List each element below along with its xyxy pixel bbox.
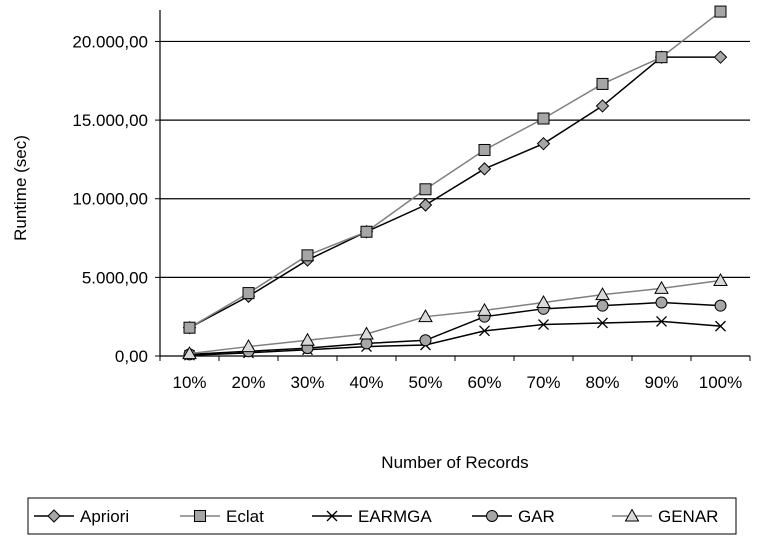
data-point-eclat (183, 321, 196, 334)
legend-item-gar: GAR (472, 507, 555, 526)
legend-item-apriori: Apriori (34, 507, 129, 526)
data-point-genar (654, 280, 669, 294)
data-point-earmga (656, 315, 667, 327)
data-point-genar (536, 295, 551, 309)
series-line-earmga (189, 320, 721, 356)
data-point-eclat (478, 143, 491, 156)
x-tick-label: 100% (699, 373, 742, 392)
x-tick-label: 20% (231, 373, 265, 392)
x-tick-label: 80% (585, 373, 619, 392)
data-point-earmga (715, 320, 726, 332)
data-point-eclat (596, 77, 609, 90)
y-tick-label: 15.000,00 (72, 111, 148, 130)
data-point-eclat (419, 183, 432, 196)
data-point-earmga (597, 317, 608, 329)
y-tick-label: 10.000,00 (72, 190, 148, 209)
data-point-eclat (537, 112, 550, 125)
x-tick-label: 10% (172, 373, 206, 392)
legend-marker-genar (624, 508, 640, 522)
legend-label: Apriori (80, 507, 129, 526)
data-point-eclat (242, 287, 255, 300)
data-point-genar (713, 272, 728, 287)
data-point-gar (419, 334, 432, 347)
data-point-genar (241, 339, 256, 353)
data-point-apriori (477, 162, 492, 176)
series-line-eclat (189, 10, 721, 329)
legend-label: Eclat (226, 507, 264, 526)
data-point-genar (595, 287, 610, 301)
x-tick-label: 40% (349, 373, 383, 392)
data-point-apriori (595, 99, 610, 113)
legend-label: GENAR (658, 507, 718, 526)
y-axis-title: Runtime (sec) (11, 135, 30, 241)
series-line-apriori (189, 56, 721, 329)
legend: Apriori Eclat EARMGA GAR GENAR (27, 497, 737, 535)
legend-label: EARMGA (358, 507, 432, 526)
data-point-gar (360, 337, 373, 350)
legend-marker-gar (486, 510, 498, 522)
data-point-apriori (418, 198, 433, 212)
legend-label: GAR (518, 507, 555, 526)
legend-marker-apriori (47, 509, 61, 523)
series-genar (182, 272, 728, 360)
series-line-gar (189, 301, 721, 356)
data-point-apriori (713, 50, 728, 64)
y-tick-label: 20.000,00 (72, 32, 148, 51)
series-group (182, 5, 728, 361)
data-point-eclat (714, 5, 727, 18)
data-point-gar (714, 299, 727, 312)
data-point-genar (300, 332, 315, 346)
legend-item-genar: GENAR (612, 507, 718, 526)
data-point-eclat (301, 249, 314, 262)
data-point-genar (359, 326, 374, 340)
x-tick-labels: 10% 20% 30% 40% 50% 60% 70% 80% 90% 100% (172, 373, 742, 392)
y-tick-label: 0,00 (115, 347, 148, 366)
legend-item-eclat: Eclat (180, 507, 264, 526)
data-point-eclat (655, 51, 668, 64)
x-axis-title: Number of Records (381, 453, 528, 472)
x-tick-label: 30% (290, 373, 324, 392)
x-tick-label: 60% (467, 373, 501, 392)
series-earmga (184, 315, 726, 361)
x-tick-label: 50% (408, 373, 442, 392)
legend-marker-eclat (194, 510, 206, 522)
data-point-earmga (479, 325, 490, 337)
data-point-gar (655, 296, 668, 309)
x-tick-label: 90% (644, 373, 678, 392)
data-point-gar (596, 299, 609, 312)
data-point-earmga (538, 319, 549, 331)
data-point-eclat (360, 225, 373, 238)
data-point-genar (418, 309, 433, 323)
data-point-genar (182, 346, 197, 360)
x-tick-label: 70% (526, 373, 560, 392)
y-tick-label: 5.000,00 (82, 268, 148, 287)
series-line-genar (189, 279, 721, 355)
data-point-apriori (536, 136, 551, 151)
series-gar (183, 296, 727, 361)
axes (155, 10, 751, 361)
data-point-genar (477, 302, 492, 316)
series-apriori (182, 50, 728, 335)
legend-item-earmga: EARMGA (312, 507, 432, 526)
legend-marker-earmga (326, 510, 338, 522)
gridlines (160, 40, 750, 278)
series-eclat (183, 5, 727, 334)
y-tick-labels: 0,00 5.000,00 10.000,00 15.000,00 20.000,00 (72, 32, 148, 366)
